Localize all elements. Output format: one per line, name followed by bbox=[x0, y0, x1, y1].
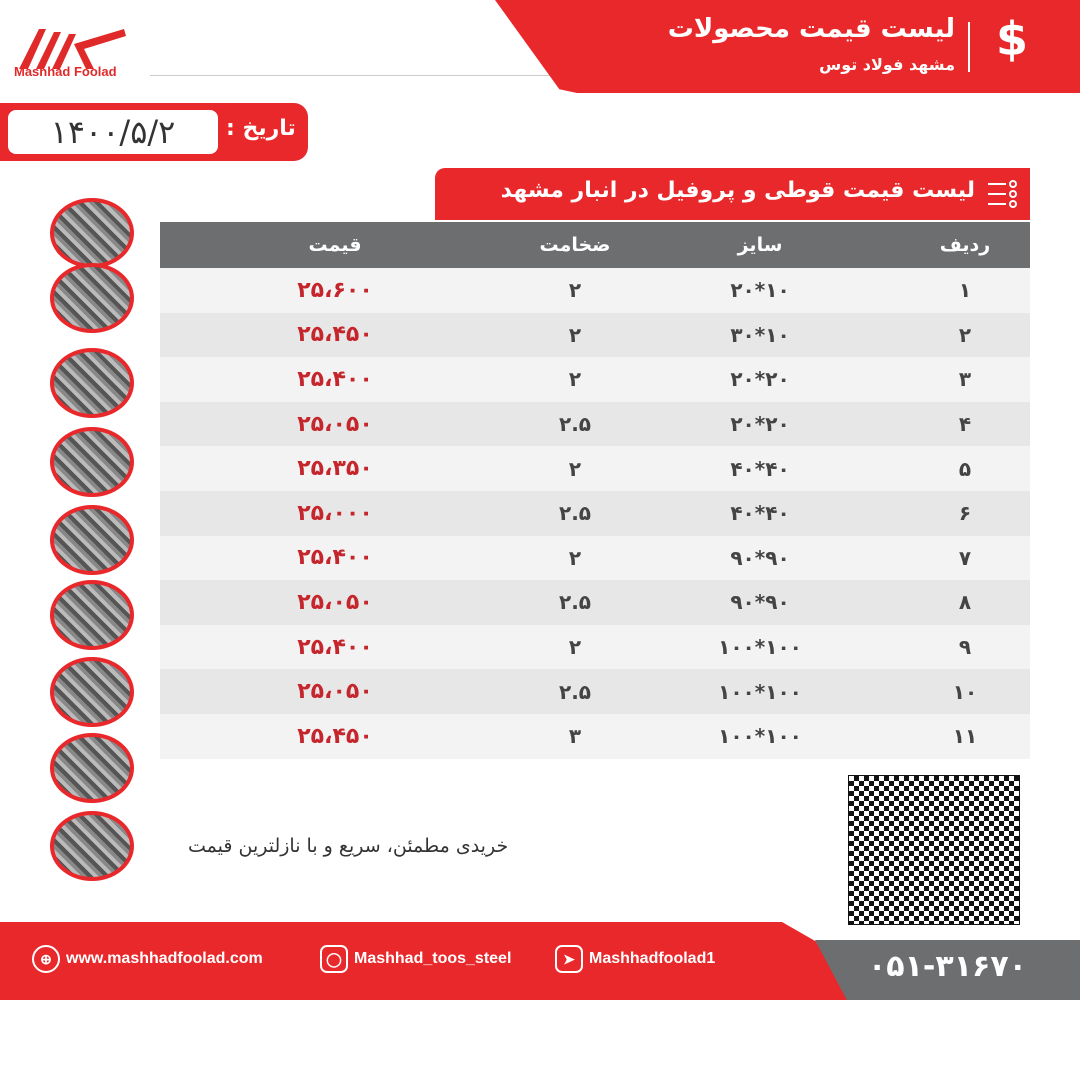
table-row: ۲۵،۴۰۰ ۲ ۹۰*۹۰ ۷ bbox=[160, 535, 1030, 581]
header-divider bbox=[968, 22, 970, 72]
product-thumbnail bbox=[50, 263, 134, 333]
index-cell: ۴ bbox=[958, 412, 972, 437]
header-band bbox=[495, 0, 1080, 93]
thickness-cell: ۲.۵ bbox=[559, 590, 592, 615]
table-row: ۲۵،۳۵۰ ۲ ۴۰*۴۰ ۵ bbox=[160, 446, 1030, 491]
footer-band bbox=[0, 922, 850, 1000]
website-text: www.mashhadfoolad.com bbox=[66, 950, 263, 967]
date-label: تاریخ : bbox=[226, 116, 296, 141]
telegram-icon: ➤ bbox=[555, 945, 583, 973]
product-thumbnail bbox=[50, 580, 134, 650]
dollar-icon: $ bbox=[995, 12, 1028, 66]
size-cell: ۱۰*۲۰ bbox=[730, 278, 790, 303]
table-row: ۲۵،۰۵۰ ۲.۵ ۱۰۰*۱۰۰ ۱۰ bbox=[160, 669, 1030, 714]
thickness-cell: ۳ bbox=[568, 724, 582, 749]
price-cell: ۲۵،۴۰۰ bbox=[297, 366, 373, 392]
product-thumbnail bbox=[50, 733, 134, 803]
page-title: لیست قیمت محصولات bbox=[667, 14, 955, 44]
price-cell: ۲۵،۴۰۰ bbox=[297, 634, 373, 660]
product-thumbnail bbox=[50, 198, 134, 268]
index-cell: ۶ bbox=[958, 501, 972, 526]
telegram-link[interactable]: ➤ Mashhadfoolad1 bbox=[555, 945, 715, 973]
size-cell: ۲۰*۲۰ bbox=[730, 367, 790, 392]
date-value: ۱۴۰۰/۵/۲ bbox=[8, 110, 218, 154]
index-cell: ۱۰ bbox=[952, 679, 978, 704]
index-cell: ۵ bbox=[958, 456, 972, 481]
index-cell: ۷ bbox=[958, 545, 972, 570]
instagram-icon: ◯ bbox=[320, 945, 348, 973]
price-cell: ۲۵،۶۰۰ bbox=[297, 277, 373, 303]
thickness-cell: ۲ bbox=[568, 545, 582, 570]
product-thumbnail bbox=[50, 427, 134, 497]
price-cell: ۲۵،۰۵۰ bbox=[297, 679, 373, 705]
table-row: ۲۵،۶۰۰ ۲ ۱۰*۲۰ ۱ bbox=[160, 268, 1030, 313]
index-cell: ۳ bbox=[958, 367, 972, 392]
size-cell: ۱۰۰*۱۰۰ bbox=[718, 635, 802, 660]
price-cell: ۲۵،۰۰۰ bbox=[297, 500, 373, 526]
thickness-cell: ۲ bbox=[568, 322, 582, 347]
size-cell: ۴۰*۴۰ bbox=[730, 456, 790, 481]
header-index: ردیف bbox=[939, 234, 991, 256]
price-cell: ۲۵،۳۵۰ bbox=[297, 456, 373, 482]
header-size: سایز bbox=[737, 234, 783, 256]
product-thumbnail bbox=[50, 811, 134, 881]
thickness-cell: ۲ bbox=[568, 635, 582, 660]
size-cell: ۱۰*۳۰ bbox=[730, 322, 790, 347]
size-cell: ۱۰۰*۱۰۰ bbox=[718, 679, 802, 704]
index-cell: ۹ bbox=[958, 635, 972, 660]
telegram-text: Mashhadfoolad1 bbox=[589, 950, 716, 967]
table-row: ۲۵،۰۵۰ ۲.۵ ۲۰*۲۰ ۴ bbox=[160, 401, 1030, 447]
thickness-cell: ۲.۵ bbox=[559, 412, 592, 437]
size-cell: ۹۰*۹۰ bbox=[730, 545, 790, 570]
size-cell: ۹۰*۹۰ bbox=[730, 590, 790, 615]
slogan: خریدی مطمئن، سریع و با نازلترین قیمت bbox=[188, 835, 509, 857]
table-header: قیمت ضخامت سایز ردیف bbox=[160, 222, 1030, 268]
table-row: ۲۵،۴۵۰ ۲ ۱۰*۳۰ ۲ bbox=[160, 312, 1030, 358]
header-price: قیمت bbox=[308, 234, 362, 256]
section-header bbox=[435, 168, 1030, 220]
index-cell: ۱ bbox=[958, 278, 972, 303]
table-row: ۲۵،۰۵۰ ۲.۵ ۹۰*۹۰ ۸ bbox=[160, 580, 1030, 625]
page-subtitle: مشهد فولاد توس bbox=[819, 55, 955, 74]
logo-text: Mashhad Foolad bbox=[14, 64, 117, 79]
price-cell: ۲۵،۰۵۰ bbox=[297, 589, 373, 615]
qr-code[interactable] bbox=[848, 775, 1020, 925]
thickness-cell: ۲ bbox=[568, 367, 582, 392]
product-thumbnail bbox=[50, 505, 134, 575]
table-row: ۲۵،۰۰۰ ۲.۵ ۴۰*۴۰ ۶ bbox=[160, 490, 1030, 536]
size-cell: ۴۰*۴۰ bbox=[730, 501, 790, 526]
phone-number: ۰۵۱-۳۱۶۷۰ bbox=[868, 949, 1027, 984]
size-cell: ۱۰۰*۱۰۰ bbox=[718, 724, 802, 749]
section-title: لیست قیمت قوطی و پروفیل در انبار مشهد bbox=[500, 178, 975, 203]
list-icon bbox=[988, 180, 1017, 208]
divider-line bbox=[150, 75, 600, 76]
instagram-link[interactable]: ◯ Mashhad_toos_steel bbox=[320, 945, 511, 973]
index-cell: ۲ bbox=[958, 322, 972, 347]
globe-icon: ⊕ bbox=[32, 945, 60, 973]
header-thickness: ضخامت bbox=[539, 234, 611, 256]
thickness-cell: ۲.۵ bbox=[559, 501, 592, 526]
table-row: ۲۵،۴۰۰ ۲ ۲۰*۲۰ ۳ bbox=[160, 357, 1030, 402]
thickness-cell: ۲ bbox=[568, 278, 582, 303]
product-thumbnail bbox=[50, 348, 134, 418]
price-cell: ۲۵،۴۰۰ bbox=[297, 545, 373, 571]
phone-band bbox=[815, 940, 1080, 1000]
price-table: قیمت ضخامت سایز ردیف ۲۵،۶۰۰ ۲ ۱۰*۲۰ ۱ ۲۵،… bbox=[160, 222, 1030, 759]
instagram-text: Mashhad_toos_steel bbox=[354, 950, 512, 967]
index-cell: ۱۱ bbox=[952, 724, 978, 749]
index-cell: ۸ bbox=[958, 590, 972, 615]
thickness-cell: ۲ bbox=[568, 456, 582, 481]
product-thumbnail bbox=[50, 657, 134, 727]
table-row: ۲۵،۴۵۰ ۳ ۱۰۰*۱۰۰ ۱۱ bbox=[160, 713, 1030, 759]
price-cell: ۲۵،۴۵۰ bbox=[297, 723, 373, 749]
price-cell: ۲۵،۰۵۰ bbox=[297, 411, 373, 437]
price-cell: ۲۵،۴۵۰ bbox=[297, 322, 373, 348]
table-row: ۲۵،۴۰۰ ۲ ۱۰۰*۱۰۰ ۹ bbox=[160, 624, 1030, 670]
website-link[interactable]: ⊕ www.mashhadfoolad.com bbox=[32, 945, 263, 973]
mashhad-foolad-logo bbox=[19, 29, 126, 69]
size-cell: ۲۰*۲۰ bbox=[730, 412, 790, 437]
thickness-cell: ۲.۵ bbox=[559, 679, 592, 704]
